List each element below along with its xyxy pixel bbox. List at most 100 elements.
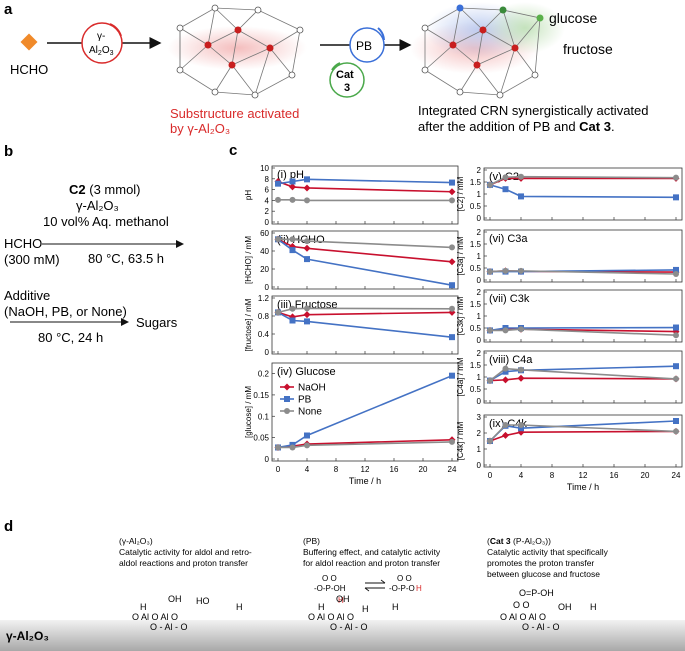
chart-iii-point-pb: [289, 317, 296, 324]
chart-ii-point-none: [275, 236, 281, 243]
c2-reagent: C2 (3 mmol): [69, 182, 141, 197]
chart-ix-point-none: [673, 428, 679, 435]
chart-i-point-none: [304, 197, 310, 204]
chart-iv-series-pb: [277, 374, 453, 449]
catalyst-label: γ-Al₂O₃: [76, 198, 119, 213]
legend-marker-naoh: [283, 383, 291, 391]
caption-2-line-1: Integrated CRN synergistically activated: [418, 103, 649, 118]
chart-iv-ytick-label: 0.2: [258, 370, 270, 379]
chart-i-frame: [271, 165, 459, 225]
chart-ii-ylabel: [HCHO] / mM: [244, 236, 253, 284]
network-2: [410, 2, 565, 99]
network-2-green-highlight: [485, 2, 565, 54]
chart-vii-ytick-label: 1.5: [470, 300, 482, 309]
cat1-circle: [81, 22, 123, 64]
chart-iv-ytick-label: 0.05: [253, 434, 269, 443]
chart-ix-ytick-label: 2: [477, 429, 482, 438]
chart-i-ytick-label: 6: [265, 186, 270, 195]
svg-text:O=P-OH: O=P-OH: [519, 588, 554, 598]
chart-viii-ytick-label: 2: [477, 349, 482, 358]
chart-v-ytick-label: 2: [477, 166, 482, 175]
svg-text:O - Al - O: O - Al - O: [330, 622, 368, 632]
svg-text:O - Al - O: O - Al - O: [522, 622, 560, 632]
network-1: [167, 4, 307, 99]
pb-proton-2: H: [416, 584, 422, 593]
legend-marker-none: [284, 408, 290, 414]
pb-label: PB: [356, 39, 372, 53]
chart-iii-point-pb: [304, 318, 310, 325]
cat3-label-2: 3: [344, 82, 350, 94]
chart-iv-ytick-label: 0.15: [253, 391, 269, 400]
chart-vii-point-none: [502, 327, 509, 334]
col1-title: (γ-Al₂O₃): [119, 536, 153, 546]
chart-viii-ytick-label: 0: [477, 397, 482, 406]
chart-i-ylabel: pH: [244, 190, 253, 200]
chart-vi-ytick-label: 0.5: [470, 264, 482, 273]
chart-i-point-naoh: [289, 183, 296, 191]
chart-v: 00.511.52[C2] / mM (v) C2: [456, 166, 683, 223]
chart-ii-ytick-label: 60: [260, 229, 269, 238]
chart-ix-xtick-label: 24: [672, 471, 681, 480]
chart-i-ytick-label: 0: [265, 218, 270, 227]
chart-iv-series-none: [278, 441, 453, 449]
col2-line-2: for aldol reaction and proton transfer: [303, 558, 440, 568]
col3-line-2: promotes the proton transfer: [487, 558, 594, 568]
cat1-label-2: Al2O3: [89, 45, 114, 57]
svg-text:H: H: [392, 602, 399, 612]
chart-i-series-none: [278, 199, 452, 202]
chart-i-point-none: [275, 196, 281, 203]
chart-i-series-pb: [277, 178, 453, 185]
chart-iii: 00.40.81.2[fructose] / mM (iii) Fructose: [244, 294, 459, 357]
chart-iv-point-none: [449, 438, 455, 445]
chart-i-point-naoh: [303, 184, 311, 192]
hcho-conc-label: (300 mM): [4, 252, 60, 267]
chart-v-series-pb: [489, 184, 677, 199]
svg-text:O Al O Al O: O Al O Al O: [132, 612, 178, 622]
chart-vii-ytick-label: 0: [477, 336, 482, 345]
chart-iv-xtick-label: 8: [334, 465, 339, 474]
network-1-highlight: [167, 26, 307, 70]
cond1-label: 80 °C, 63.5 h: [88, 251, 164, 266]
hcho-b-label: HCHO: [4, 236, 42, 251]
chart-i-ytick-label: 8: [265, 175, 270, 184]
chart-ix-xlabel: Time / h: [567, 482, 599, 492]
caption-1-line-2: by γ-Al₂O₃: [170, 121, 230, 136]
chart-iii-point-naoh: [303, 311, 311, 319]
chart-vii-series-none: [490, 328, 677, 336]
chart-ix-xtick-label: 16: [610, 471, 619, 480]
svg-text:O O: O O: [513, 600, 530, 610]
chart-iv-point-none: [275, 444, 281, 451]
chart-ix-point-none: [518, 422, 524, 428]
svg-text:OH: OH: [168, 594, 182, 604]
chart-iii-point-none: [275, 309, 281, 316]
chart-ii-ytick-label: 20: [260, 265, 269, 274]
chart-ix-point-pb: [518, 425, 524, 432]
chart-vii-ytick-label: 0.5: [470, 324, 482, 333]
surface-label: γ-Al₂O₃: [6, 629, 49, 643]
hcho-diamond-icon: [20, 33, 38, 51]
chart-i-ytick-label: 4: [265, 196, 270, 205]
chart-viii-series-none: [489, 367, 677, 382]
chart-ix-ytick-label: 1: [477, 445, 482, 454]
chart-iv-xlabel: Time / h: [349, 476, 381, 486]
chart-iii-series-none: [277, 307, 453, 314]
hcho-label: HCHO: [10, 62, 48, 77]
chart-ii-ytick-label: 40: [260, 247, 269, 256]
panel-d-label: d: [4, 518, 13, 535]
chart-viii-point-none: [518, 366, 524, 373]
panel-b: b C2 (3 mmol) γ-Al₂O₃ 10 vol% Aq. methan…: [4, 143, 184, 345]
chart-ix-point-none: [487, 438, 493, 444]
chart-iv-xtick-label: 16: [390, 465, 399, 474]
panel-a-label: a: [4, 1, 13, 18]
chart-i-point-pb: [304, 176, 310, 183]
glucose-label: glucose: [549, 10, 597, 26]
svg-text:H: H: [140, 602, 147, 612]
chart-iii-frame: [271, 295, 459, 355]
chart-iv-xtick-label: 4: [305, 465, 310, 474]
caption-2-line-2: after the addition of PB and Cat 3.: [418, 119, 615, 134]
chart-iii-series-naoh: [277, 311, 453, 318]
chart-vii-ylabel: [C3k] / mM: [456, 296, 465, 335]
chart-viii-point-none: [502, 365, 509, 372]
chart-i-series-naoh: [277, 180, 453, 193]
